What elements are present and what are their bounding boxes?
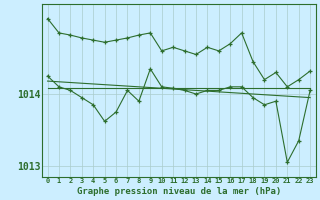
X-axis label: Graphe pression niveau de la mer (hPa): Graphe pression niveau de la mer (hPa)	[77, 187, 281, 196]
